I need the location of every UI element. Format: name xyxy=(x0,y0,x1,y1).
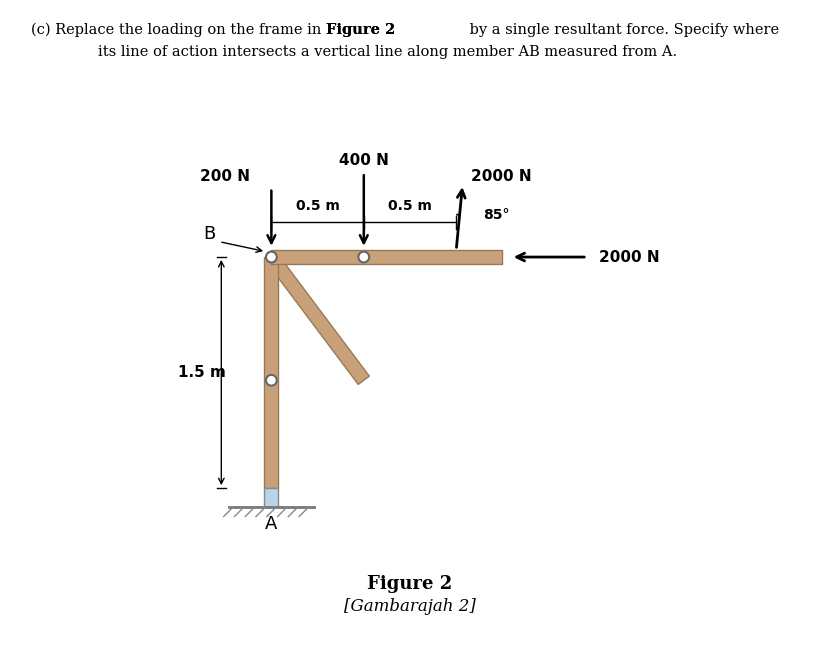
Circle shape xyxy=(265,375,277,386)
Text: by a single resultant force. Specify where: by a single resultant force. Specify whe… xyxy=(464,23,778,37)
Text: Figure 2: Figure 2 xyxy=(326,23,395,37)
Text: its line of action intersects a vertical line along member AB measured from A.: its line of action intersects a vertical… xyxy=(98,45,676,59)
Polygon shape xyxy=(271,250,502,264)
Text: 200 N: 200 N xyxy=(200,169,250,184)
Text: 1.5 m: 1.5 m xyxy=(178,365,226,380)
Circle shape xyxy=(265,252,277,263)
Circle shape xyxy=(358,252,369,263)
Text: 0.5 m: 0.5 m xyxy=(296,199,339,213)
Bar xyxy=(264,488,278,508)
Text: (c) Replace the loading on the frame in: (c) Replace the loading on the frame in xyxy=(31,23,326,37)
Text: 2000 N: 2000 N xyxy=(470,169,531,184)
Text: 2000 N: 2000 N xyxy=(598,250,658,264)
Text: 400 N: 400 N xyxy=(338,154,388,168)
Text: 85°: 85° xyxy=(482,208,509,222)
Text: Figure 2: Figure 2 xyxy=(326,23,395,37)
Text: [Gambarajah 2]: [Gambarajah 2] xyxy=(344,598,475,615)
Text: Figure 2: Figure 2 xyxy=(367,575,452,593)
Text: 0.5 m: 0.5 m xyxy=(387,199,432,213)
Text: B: B xyxy=(203,225,215,243)
Polygon shape xyxy=(264,257,278,488)
Polygon shape xyxy=(265,253,369,384)
Text: A: A xyxy=(265,515,277,533)
